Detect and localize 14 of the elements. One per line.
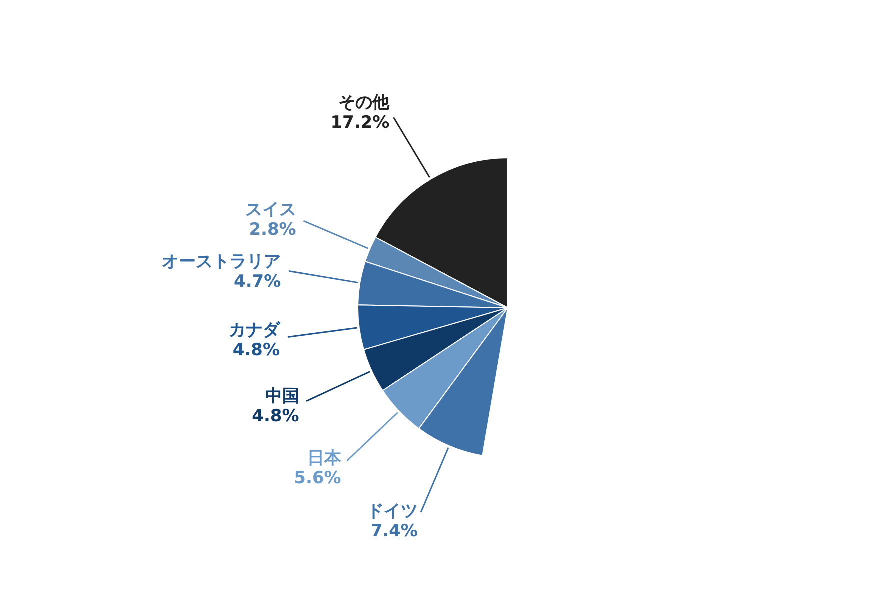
data-label: 5.6% (294, 468, 342, 488)
slice-label: スイス (245, 200, 296, 220)
slice-label: カナダ (229, 320, 281, 340)
data-label: 4.7% (234, 272, 282, 292)
data-label: 7.4% (370, 522, 418, 542)
slice-label: 日本 (307, 448, 342, 468)
data-label: 17.2% (330, 112, 390, 133)
slice-label: オーストラリア (162, 252, 282, 272)
data-label: 4.8% (232, 340, 280, 360)
data-label: 4.8% (252, 406, 300, 427)
slice-label: ドイツ (366, 502, 418, 522)
data-label: 2.8% (249, 220, 296, 240)
slice-label: その他 (338, 92, 391, 113)
slice-label: 中国 (265, 386, 300, 407)
